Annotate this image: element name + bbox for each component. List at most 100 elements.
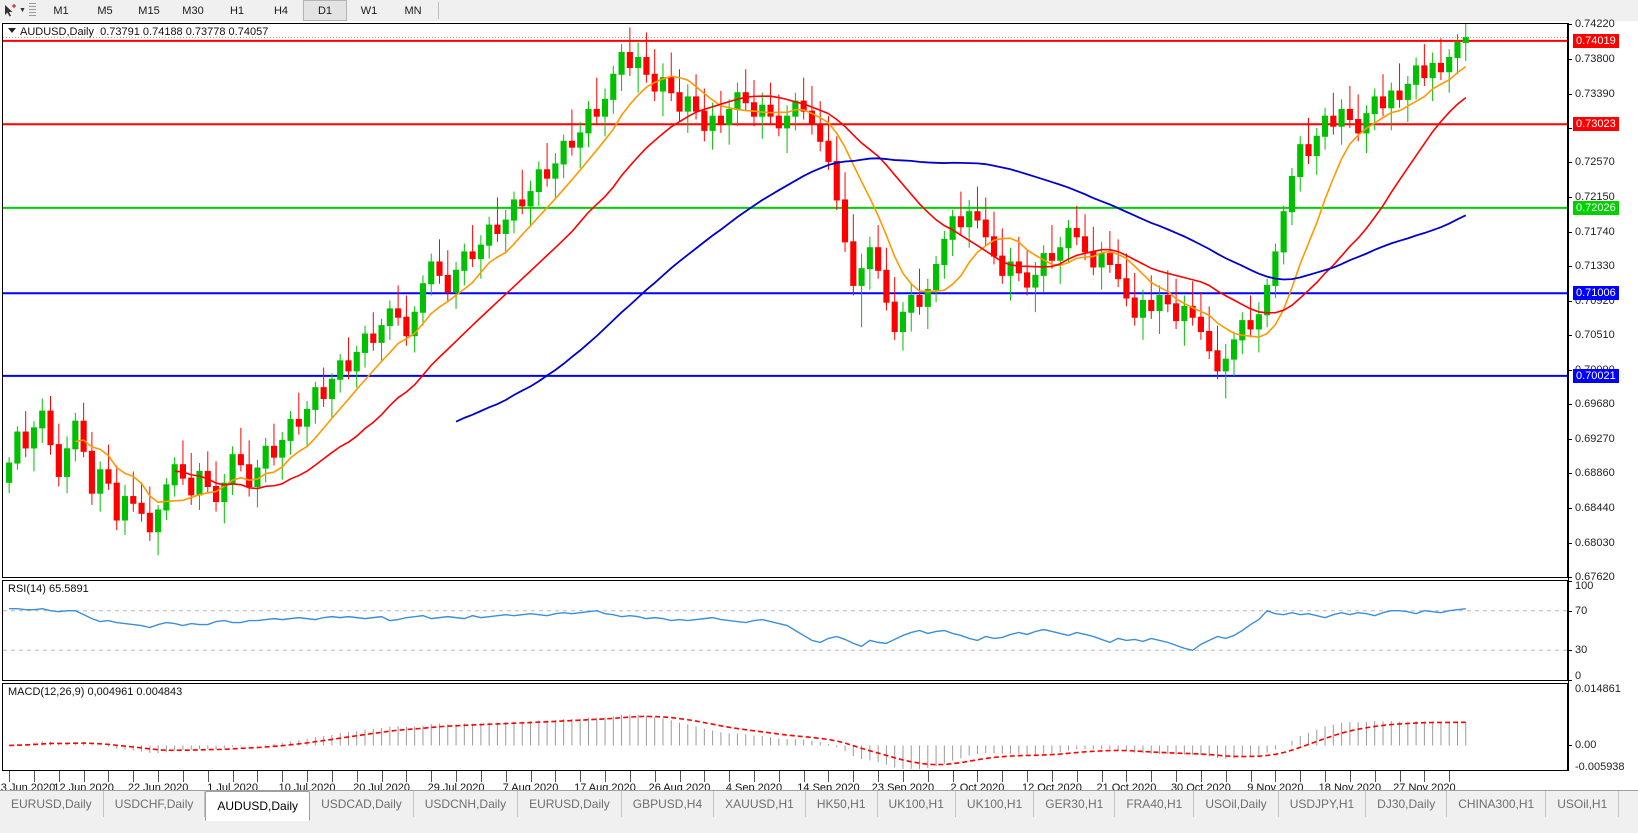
axis-line	[1568, 23, 1569, 771]
chart-tab-5[interactable]: EURUSD,Daily	[518, 791, 622, 817]
chart-tab-9[interactable]: UK100,H1	[877, 791, 956, 817]
timeframe-toolbar: ▼ M1 M5 M15 M30 H1 H4 D1 W1 MN	[0, 0, 1638, 22]
price-level-tag[interactable]: 0.71006	[1573, 286, 1619, 301]
date-tick	[58, 771, 60, 782]
chevron-down-icon[interactable]: ▼	[19, 7, 26, 14]
timeframe-w1[interactable]: W1	[360, 4, 378, 17]
price-plot	[3, 24, 1567, 577]
macd-pane-label: MACD(12,26,9) 0,004961 0.004843	[8, 686, 183, 698]
date-tick	[629, 771, 631, 782]
date-tick	[1325, 771, 1327, 782]
timeframe-h1[interactable]: H1	[229, 4, 245, 17]
date-tick	[331, 771, 333, 782]
price-tick	[1568, 542, 1572, 544]
price-tick	[1568, 473, 1572, 475]
macd-pane[interactable]: MACD(12,26,9) 0,004961 0.004843	[2, 683, 1568, 771]
macd-svg	[9, 714, 1467, 770]
candlestick-svg	[3, 24, 1567, 556]
chart-tab-7[interactable]: XAUUSD,H1	[714, 791, 806, 817]
date-tick	[977, 771, 979, 782]
price-tick	[1568, 197, 1572, 199]
price-tick	[1568, 24, 1572, 25]
chart-tab-bar[interactable]: EURUSD,Daily USDCHF,Daily AUDUSD,Daily USDC…	[0, 790, 1638, 833]
rsi-plot	[3, 581, 1567, 680]
chart-tab-6[interactable]: GBPUSD,H4	[621, 791, 715, 817]
chart-area: AUDUSD,Daily 0.73791 0.74188 0.73778 0.7…	[0, 18, 1638, 794]
date-tick	[902, 771, 904, 782]
rsi-tick	[1568, 680, 1572, 681]
price-tick	[1568, 162, 1572, 164]
chart-tab-3[interactable]: USDCAD,Daily	[310, 791, 414, 817]
date-tick	[1449, 771, 1451, 782]
date-tick	[679, 771, 681, 782]
date-tick	[406, 771, 408, 782]
timeframe-m30[interactable]: M30	[182, 4, 204, 17]
price-level-tag[interactable]: 0.73023	[1573, 117, 1619, 132]
price-tick-label: 0.72150	[1575, 191, 1615, 204]
date-tick	[853, 771, 855, 782]
timeframe-h4[interactable]: H4	[273, 4, 289, 17]
rsi-tick-label: 0	[1575, 670, 1582, 682]
chart-tab-17[interactable]: USOil,H1	[1546, 791, 1620, 817]
price-level-tag[interactable]: 0.70021	[1573, 368, 1619, 383]
date-tick	[1076, 771, 1078, 782]
timeframe-m15[interactable]: M15	[138, 4, 160, 17]
chart-tab-0[interactable]: EURUSD,Daily	[0, 791, 104, 817]
date-tick	[182, 771, 184, 782]
chart-tab-11[interactable]: GER30,H1	[1034, 791, 1116, 817]
macd-tick	[1568, 745, 1572, 747]
date-tick	[505, 771, 507, 782]
price-level-tag[interactable]: 0.72026	[1573, 200, 1619, 215]
price-axis[interactable]: 0.742200.738000.733900.729800.725700.721…	[1568, 18, 1638, 773]
chart-tab-2[interactable]: AUDUSD,Daily	[205, 791, 311, 821]
timeframe-m1[interactable]: M1	[53, 4, 69, 17]
date-tick	[778, 771, 780, 782]
chart-tab-16[interactable]: CHINA300,H1	[1447, 791, 1547, 817]
toolbar-divider	[438, 2, 439, 19]
chart-tab-1[interactable]: USDCHF,Daily	[103, 791, 206, 817]
price-tick-label: 0.70510	[1575, 328, 1615, 341]
price-pane[interactable]: AUDUSD,Daily 0.73791 0.74188 0.73778 0.7…	[2, 23, 1568, 578]
date-tick	[754, 771, 755, 782]
crosshair-cursor-icon[interactable]	[2, 3, 18, 19]
chart-tab-8[interactable]: HK50,H1	[805, 791, 878, 817]
price-tick	[1568, 334, 1572, 336]
rsi-tick-label: 100	[1575, 580, 1594, 592]
price-tick	[1568, 231, 1572, 233]
date-tick	[654, 771, 656, 782]
date-tick	[480, 771, 482, 782]
date-tick	[729, 771, 731, 782]
triangle-down-icon[interactable]	[8, 28, 16, 33]
date-tick	[1225, 771, 1227, 782]
date-tick	[456, 771, 458, 782]
chart-tab-14[interactable]: USDJPY,H1	[1278, 791, 1367, 817]
timeframe-mn[interactable]: MN	[404, 4, 422, 17]
price-tick-label: 0.73800	[1575, 53, 1615, 66]
chart-tab-4[interactable]: USDCNH,Daily	[413, 791, 519, 817]
price-tick	[1568, 577, 1572, 578]
timeframe-m5[interactable]: M5	[97, 4, 113, 17]
date-tick	[878, 771, 880, 782]
chart-tab-12[interactable]: FRA40,H1	[1115, 791, 1195, 817]
price-tick-label: 0.69270	[1575, 432, 1615, 445]
date-tick	[605, 771, 607, 782]
price-level-tag[interactable]: 0.74019	[1573, 33, 1619, 48]
rsi-svg	[3, 608, 1567, 652]
price-tick	[1568, 404, 1572, 406]
rsi-pane[interactable]: RSI(14) 65.5891	[2, 580, 1568, 681]
chart-tab-10[interactable]: UK100,H1	[955, 791, 1035, 817]
chart-tab-15[interactable]: DJ30,Daily	[1366, 791, 1448, 817]
date-tick	[83, 771, 85, 782]
chart-tab-13[interactable]: USOil,Daily	[1194, 791, 1279, 817]
date-tick	[33, 771, 35, 782]
date-tick	[307, 771, 309, 782]
timeframe-d1[interactable]: D1	[303, 0, 347, 21]
date-tick	[1250, 771, 1252, 782]
price-pane-label: AUDUSD,Daily 0.73791 0.74188 0.73778 0.7…	[8, 26, 268, 38]
price-tick	[1568, 370, 1572, 372]
date-tick	[1101, 771, 1103, 782]
toolbar-grip-icon[interactable]	[29, 3, 36, 18]
date-tick	[1349, 771, 1351, 782]
date-tick	[530, 771, 532, 782]
